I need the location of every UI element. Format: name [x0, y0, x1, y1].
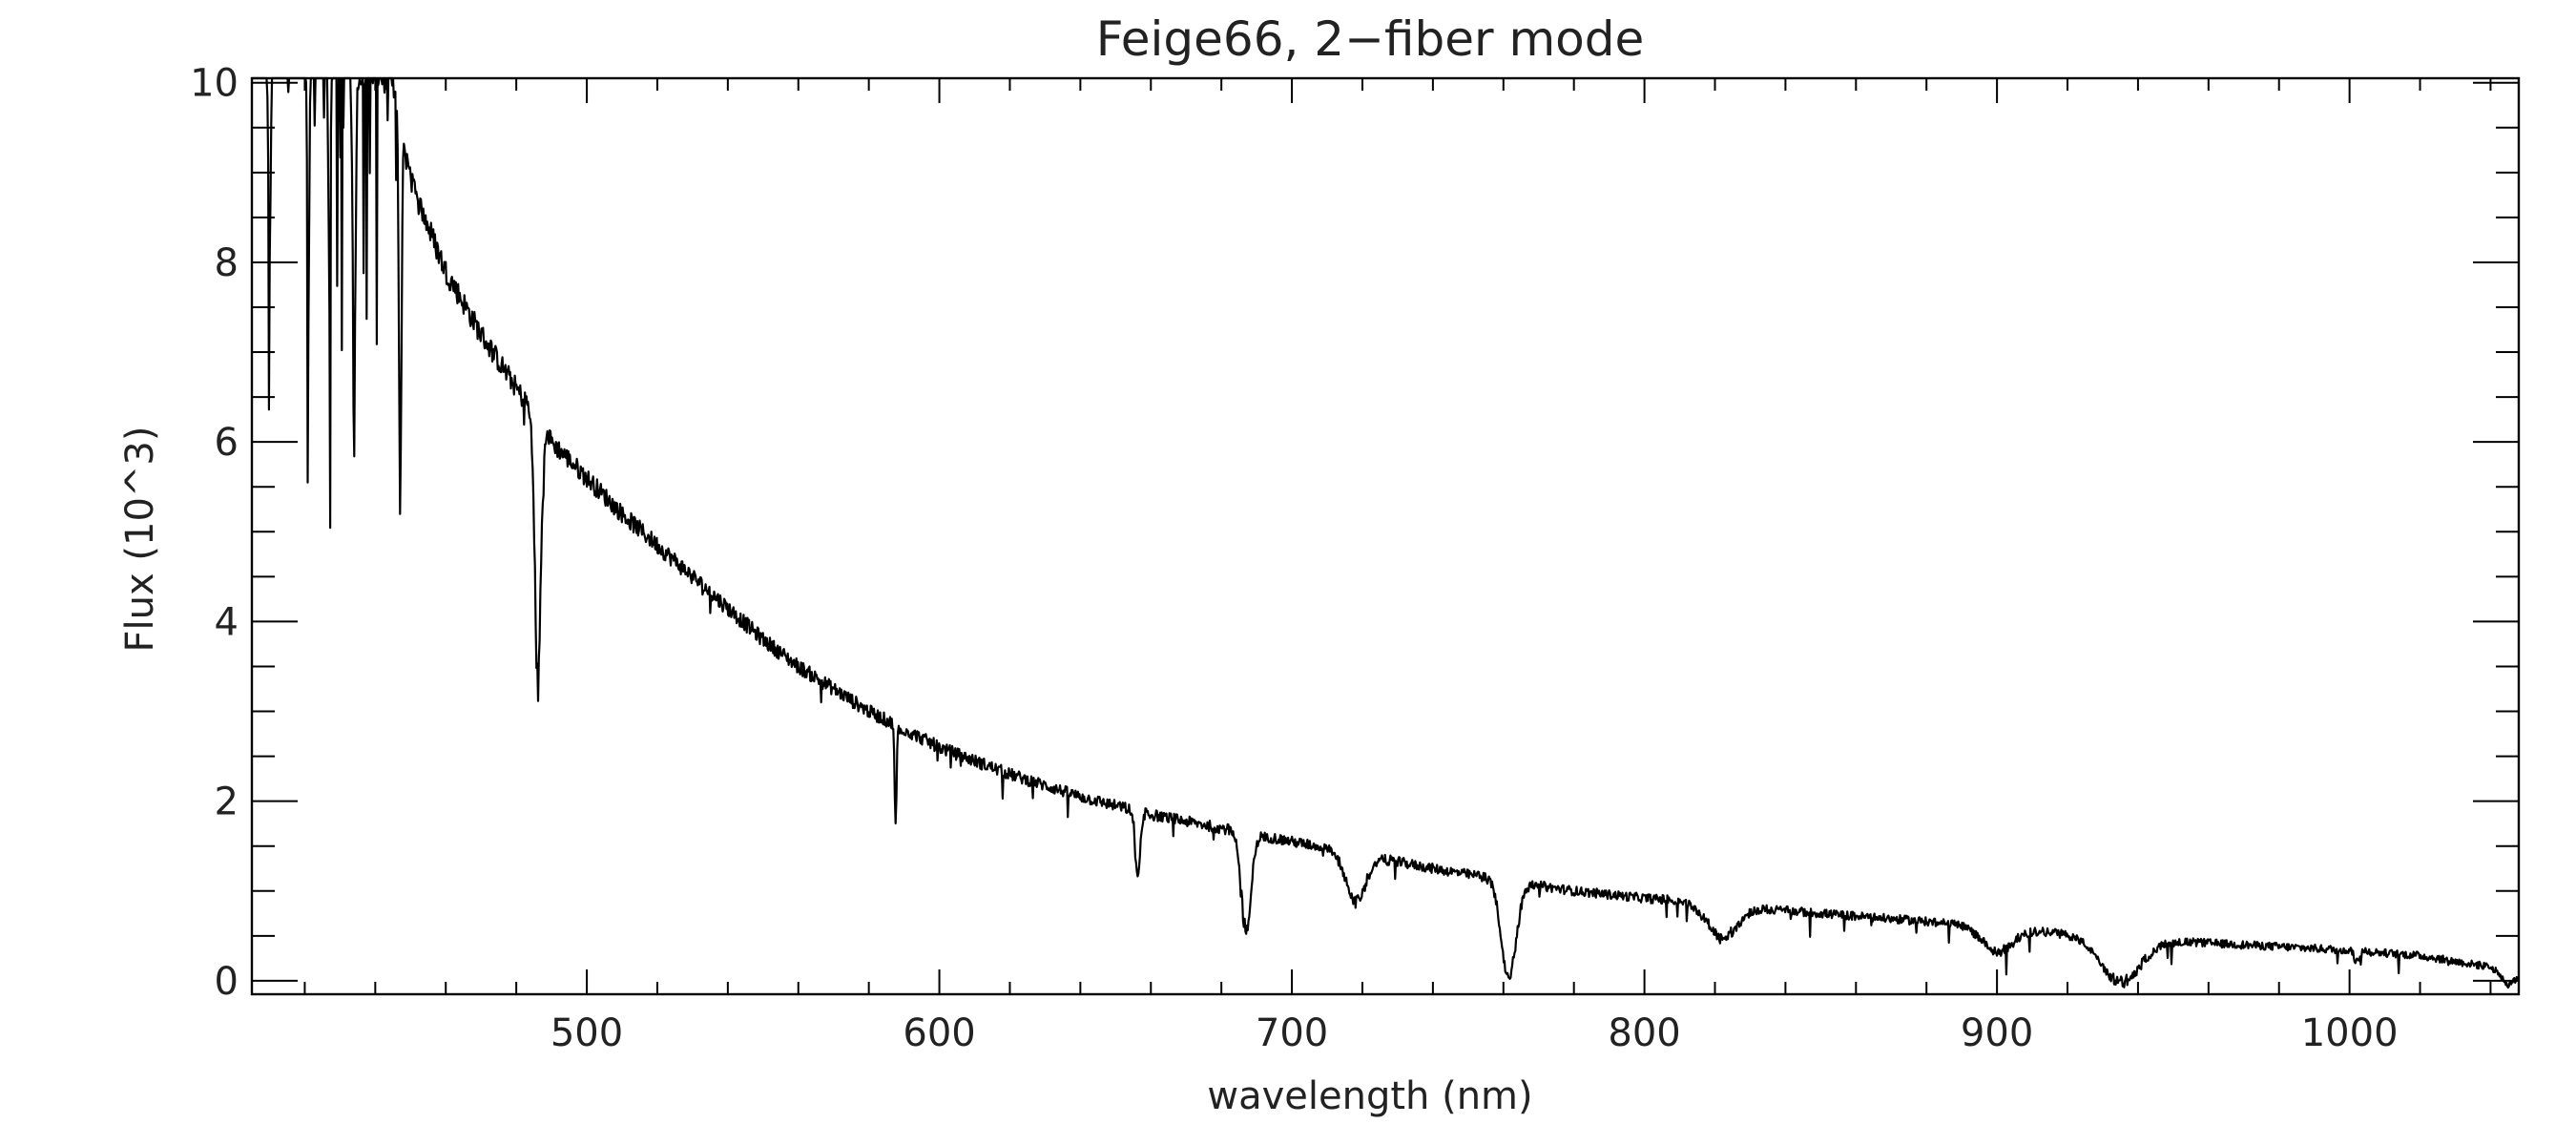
- x-tick-label: 500: [551, 1011, 623, 1055]
- x-axis-tick-labels: 500 600 700 800 900 1000: [551, 1011, 2399, 1055]
- y-tick-label: 10: [190, 62, 239, 106]
- y-tick-label: 6: [215, 421, 239, 465]
- y-tick-label: 2: [215, 781, 239, 824]
- y-axis-tick-labels: 0 2 4 6 8 10: [190, 62, 239, 1004]
- spectrum-series-line: [251, 76, 2519, 989]
- y-tick-label: 8: [215, 241, 239, 285]
- y-tick-label: 4: [215, 600, 239, 644]
- y-axis-ticks: [252, 81, 2519, 982]
- chart-title: Feige66, 2−fiber mode: [1096, 11, 1645, 67]
- x-tick-label: 1000: [2301, 1011, 2399, 1055]
- x-tick-label: 700: [1256, 1011, 1328, 1055]
- plot-frame: [250, 76, 2521, 996]
- x-tick-label: 600: [903, 1011, 975, 1055]
- y-tick-label: 0: [215, 960, 239, 1004]
- x-axis-ticks: [303, 78, 2492, 994]
- x-tick-label: 900: [1961, 1011, 2033, 1055]
- y-axis-label: Flux (10^3): [118, 427, 162, 653]
- x-tick-label: 800: [1608, 1011, 1680, 1055]
- x-axis-label: wavelength (nm): [1207, 1074, 1532, 1118]
